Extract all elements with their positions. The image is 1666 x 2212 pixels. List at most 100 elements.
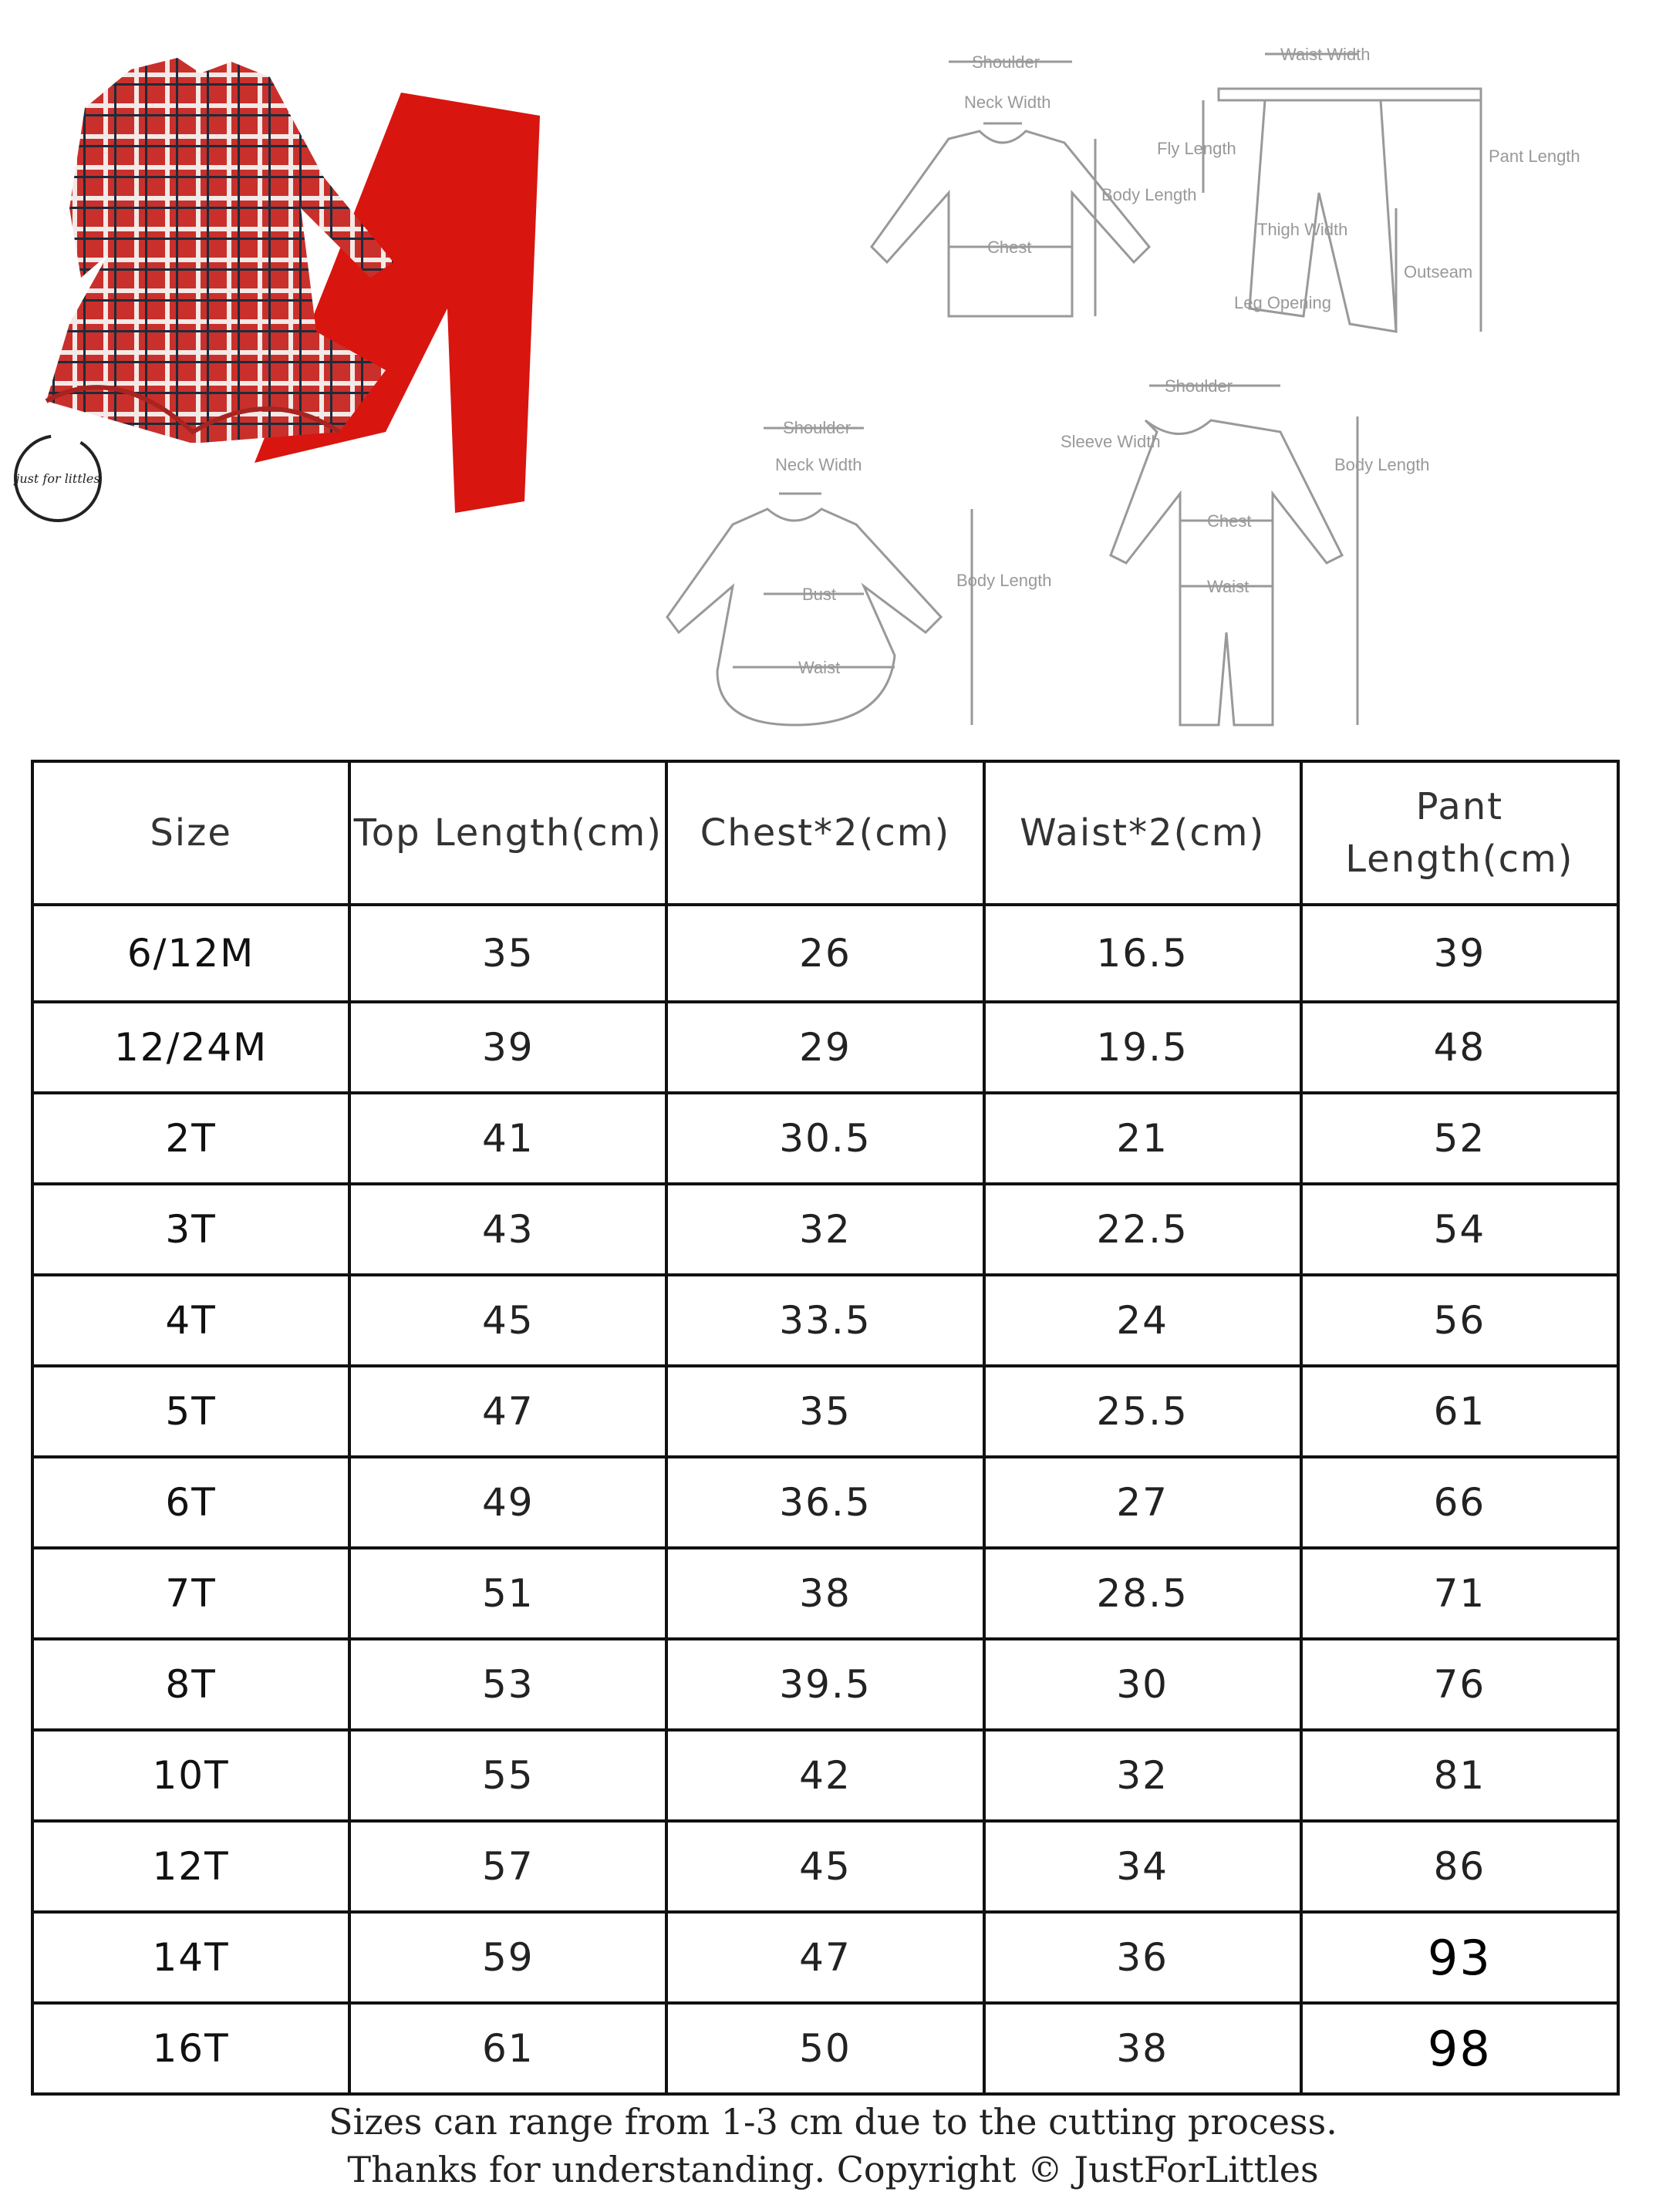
cell-size: 3T bbox=[30, 1182, 352, 1276]
cell-waist: 25.5 bbox=[982, 1364, 1303, 1458]
pants-diagram bbox=[1202, 52, 1482, 333]
header-waist: Waist*2(cm) bbox=[982, 760, 1303, 906]
cell-top-length: 35 bbox=[348, 903, 669, 1003]
cell-waist: 36 bbox=[982, 1910, 1303, 2005]
table-row: 3T 43 32 22.5 54 bbox=[30, 1182, 1620, 1276]
cell-pant-length: 56 bbox=[1299, 1273, 1620, 1367]
svg-text:Body Length: Body Length bbox=[1101, 185, 1197, 204]
cell-chest: 39.5 bbox=[665, 1637, 986, 1731]
cell-top-length: 53 bbox=[348, 1637, 669, 1731]
footer-line-2: Thanks for understanding. Copyright © Ju… bbox=[347, 2149, 1319, 2190]
cell-waist: 16.5 bbox=[982, 903, 1303, 1003]
table-row: 8T 53 39.5 30 76 bbox=[30, 1637, 1620, 1731]
svg-text:Chest: Chest bbox=[987, 238, 1031, 257]
svg-text:Shoulder: Shoulder bbox=[783, 418, 851, 437]
table-row: 5T 47 35 25.5 61 bbox=[30, 1364, 1620, 1458]
cell-size: 6/12M bbox=[30, 903, 352, 1003]
cell-waist: 32 bbox=[982, 1728, 1303, 1823]
cell-pant-length: 61 bbox=[1299, 1364, 1620, 1458]
cell-pant-length: 52 bbox=[1299, 1091, 1620, 1185]
cell-waist: 30 bbox=[982, 1637, 1303, 1731]
cell-top-length: 49 bbox=[348, 1455, 669, 1549]
svg-text:Sleeve Width: Sleeve Width bbox=[1061, 432, 1161, 451]
cell-chest: 35 bbox=[665, 1364, 986, 1458]
table-row: 16T 61 50 38 98 bbox=[30, 2001, 1620, 2096]
cell-top-length: 57 bbox=[348, 1819, 669, 1914]
cell-pant-length: 76 bbox=[1299, 1637, 1620, 1731]
header-size: Size bbox=[30, 760, 352, 906]
cell-top-length: 47 bbox=[348, 1364, 669, 1458]
header-chest: Chest*2(cm) bbox=[665, 760, 986, 906]
cell-chest: 30.5 bbox=[665, 1091, 986, 1185]
svg-text:Shoulder: Shoulder bbox=[972, 52, 1040, 72]
cell-pant-length: 71 bbox=[1299, 1546, 1620, 1640]
header-pant-length: Pant Length(cm) bbox=[1299, 760, 1620, 906]
cell-waist: 38 bbox=[982, 2001, 1303, 2096]
footer-note: Sizes can range from 1-3 cm due to the c… bbox=[0, 2098, 1666, 2193]
cell-size: 5T bbox=[30, 1364, 352, 1458]
cell-chest: 36.5 bbox=[665, 1455, 986, 1549]
cell-size: 16T bbox=[30, 2001, 352, 2096]
svg-text:Leg Opening: Leg Opening bbox=[1234, 293, 1331, 312]
romper-diagram bbox=[1109, 384, 1359, 727]
table-row: 7T 51 38 28.5 71 bbox=[30, 1546, 1620, 1640]
svg-text:Thigh Width: Thigh Width bbox=[1257, 220, 1347, 239]
cell-pant-length: 81 bbox=[1299, 1728, 1620, 1823]
svg-text:Chest: Chest bbox=[1207, 511, 1251, 531]
table-row: 4T 45 33.5 24 56 bbox=[30, 1273, 1620, 1367]
table-row: 6/12M 35 26 16.5 39 bbox=[30, 903, 1620, 1003]
footer-line-1: Sizes can range from 1-3 cm due to the c… bbox=[329, 2101, 1337, 2143]
cell-chest: 45 bbox=[665, 1819, 986, 1914]
cell-chest: 50 bbox=[665, 2001, 986, 2096]
table-body: 6/12M 35 26 16.5 39 12/24M 39 29 19.5 48 2T 41 30.5 2… bbox=[30, 903, 1620, 2096]
cell-top-length: 45 bbox=[348, 1273, 669, 1367]
svg-text:Fly Length: Fly Length bbox=[1157, 139, 1236, 158]
size-chart-table: Size Top Length(cm) Chest*2(cm) Waist*2(… bbox=[30, 760, 1620, 2096]
svg-text:Outseam: Outseam bbox=[1404, 262, 1472, 282]
table-row: 12/24M 39 29 19.5 48 bbox=[30, 1000, 1620, 1094]
cell-size: 12/24M bbox=[30, 1000, 352, 1094]
cell-pant-length: 66 bbox=[1299, 1455, 1620, 1549]
table-row: 2T 41 30.5 21 52 bbox=[30, 1091, 1620, 1185]
cell-size: 4T bbox=[30, 1273, 352, 1367]
cell-size: 12T bbox=[30, 1819, 352, 1914]
cell-top-length: 61 bbox=[348, 2001, 669, 2096]
cell-pant-length: 48 bbox=[1299, 1000, 1620, 1094]
cell-waist: 28.5 bbox=[982, 1546, 1303, 1640]
cell-chest: 38 bbox=[665, 1546, 986, 1640]
product-photo: just for littles bbox=[13, 58, 540, 522]
cell-waist: 27 bbox=[982, 1455, 1303, 1549]
svg-text:Body Length: Body Length bbox=[1334, 455, 1430, 474]
cell-pant-length: 54 bbox=[1299, 1182, 1620, 1276]
cell-chest: 29 bbox=[665, 1000, 986, 1094]
cell-top-length: 51 bbox=[348, 1546, 669, 1640]
cell-size: 7T bbox=[30, 1546, 352, 1640]
svg-text:Pant Length: Pant Length bbox=[1489, 147, 1580, 166]
cell-chest: 47 bbox=[665, 1910, 986, 2005]
cell-pant-length: 93 bbox=[1299, 1910, 1620, 2005]
cell-top-length: 55 bbox=[348, 1728, 669, 1823]
svg-text:Waist: Waist bbox=[798, 658, 840, 677]
table-row: 6T 49 36.5 27 66 bbox=[30, 1455, 1620, 1549]
cell-waist: 19.5 bbox=[982, 1000, 1303, 1094]
cell-size: 10T bbox=[30, 1728, 352, 1823]
cell-top-length: 59 bbox=[348, 1910, 669, 2005]
plaid-dress bbox=[45, 58, 393, 443]
header-top-length: Top Length(cm) bbox=[348, 760, 669, 906]
cell-size: 14T bbox=[30, 1910, 352, 2005]
svg-text:Waist Width: Waist Width bbox=[1280, 45, 1371, 64]
svg-text:Neck Width: Neck Width bbox=[964, 93, 1051, 112]
brand-logo: just for littles bbox=[13, 434, 102, 522]
cell-chest: 26 bbox=[665, 903, 986, 1003]
svg-text:Waist: Waist bbox=[1207, 577, 1249, 596]
cell-chest: 42 bbox=[665, 1728, 986, 1823]
cell-top-length: 43 bbox=[348, 1182, 669, 1276]
cell-chest: 33.5 bbox=[665, 1273, 986, 1367]
table-header-row: Size Top Length(cm) Chest*2(cm) Waist*2(… bbox=[30, 760, 1620, 906]
cell-size: 6T bbox=[30, 1455, 352, 1549]
cell-size: 2T bbox=[30, 1091, 352, 1185]
cell-top-length: 41 bbox=[348, 1091, 669, 1185]
measurement-diagrams: Shoulder Neck Width Body Length Chest Wa… bbox=[666, 45, 1580, 727]
cell-pant-length: 39 bbox=[1299, 903, 1620, 1003]
cell-waist: 21 bbox=[982, 1091, 1303, 1185]
